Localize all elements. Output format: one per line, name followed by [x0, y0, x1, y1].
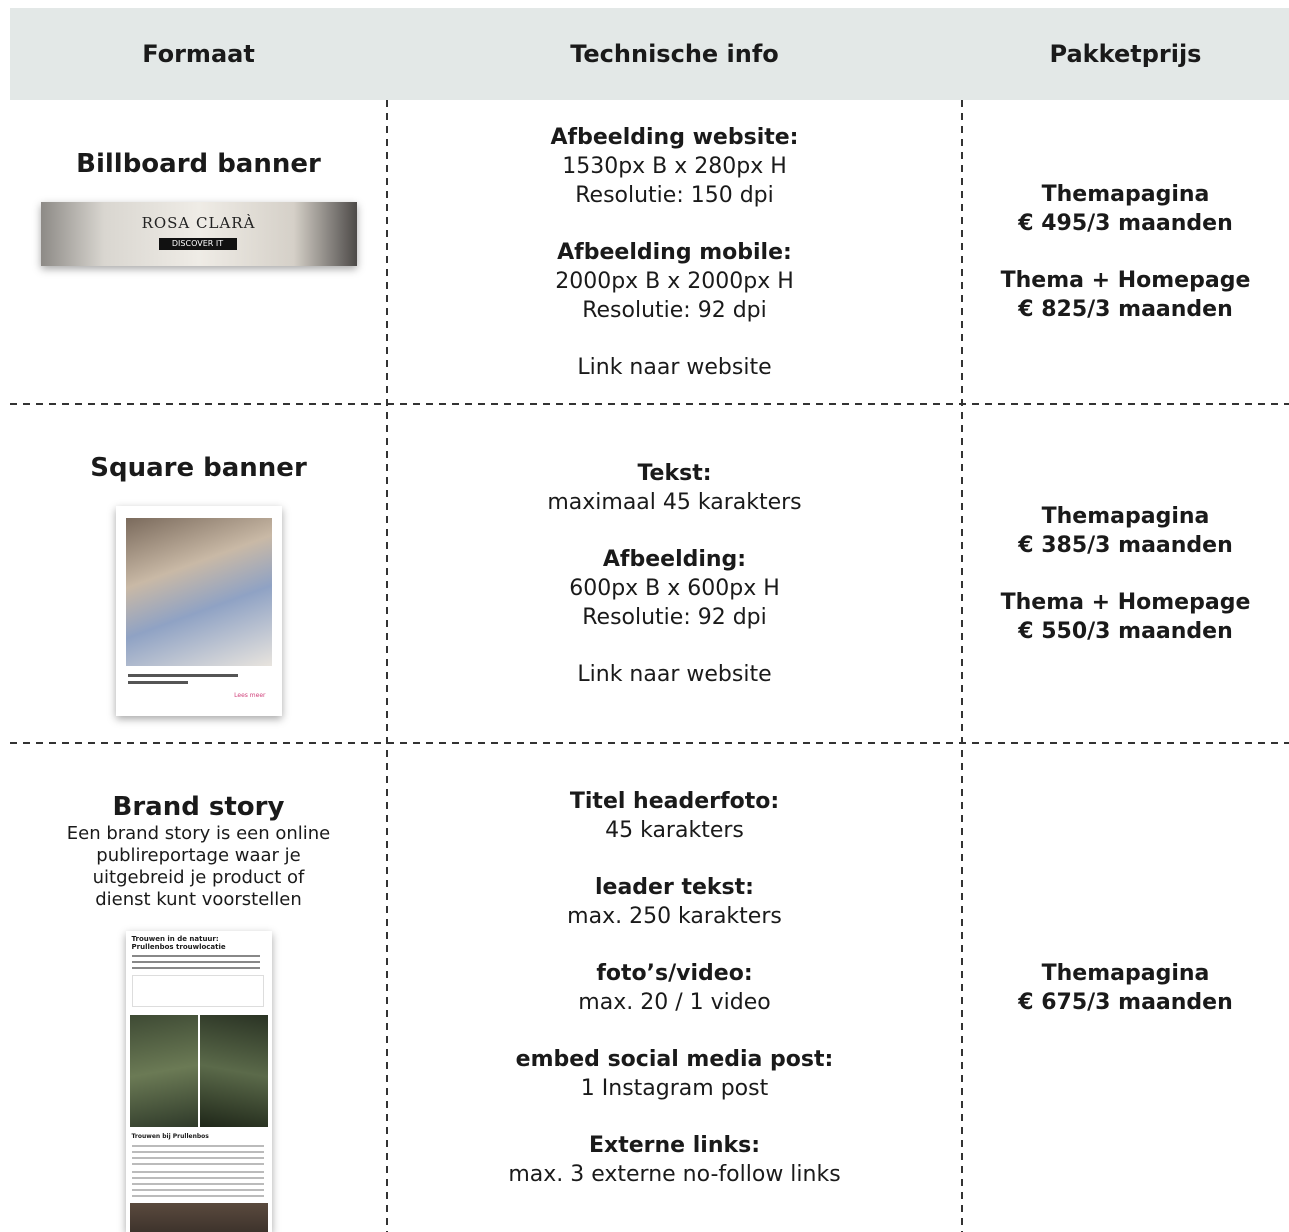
price-cell: Themapagina € 675/3 maanden — [962, 743, 1289, 1232]
info-group: Link naar website — [577, 660, 771, 689]
text-line — [131, 1151, 264, 1153]
text-line — [131, 961, 260, 963]
info-line: max. 20 / 1 video — [578, 989, 771, 1015]
info-group: Afbeelding: 600px B x 600px H Resolutie: 9… — [569, 545, 780, 632]
link-text: Link naar website — [577, 661, 772, 687]
info-group: foto’s/video: max. 20 / 1 video — [578, 959, 770, 1017]
info-label: Externe links: — [588, 1132, 760, 1158]
price-name: Themapagina — [1041, 182, 1210, 207]
info-group: Afbeelding website: 1530px B x 280px H Res… — [551, 123, 799, 210]
price-amount: € 825/3 maanden — [1018, 297, 1233, 322]
caption-line — [127, 674, 238, 677]
price-group: Themapagina € 385/3 maanden — [1018, 502, 1233, 560]
image-text: Trouwen in de natuur: Prullenbos trouwlo… — [131, 935, 226, 951]
price-group: Themapagina € 495/3 maanden — [1018, 180, 1233, 238]
info-label: foto’s/video: — [596, 960, 753, 986]
info-group: leader tekst: max. 250 karakters — [567, 873, 782, 931]
info-line: 45 karakters — [605, 817, 744, 843]
text-line — [131, 1183, 264, 1185]
image-text: Lees meer — [234, 692, 266, 699]
price-name: Thema + Homepage — [1000, 589, 1251, 615]
photo — [125, 518, 272, 666]
format-title: Billboard banner — [76, 149, 321, 179]
text-line — [131, 1171, 264, 1173]
text-line — [131, 1189, 264, 1191]
text-line — [131, 1157, 264, 1159]
toc-box — [131, 975, 264, 1007]
photo — [199, 1015, 268, 1127]
info-cell: Tekst: maximaal 45 karakters Afbeelding: 60… — [387, 404, 962, 743]
info-label: Afbeelding mobile: — [557, 239, 792, 265]
price-group: Thema + Homepage € 550/3 maanden — [1001, 588, 1251, 646]
price-amount: € 385/3 maanden — [1018, 532, 1233, 558]
brand-story-image: Trouwen in de natuur: Prullenbos trouwlo… — [125, 931, 272, 1232]
info-line: Resolutie: 92 dpi — [582, 604, 767, 630]
format-cell: Billboard banner ROSA CLARÀ DISCOVER IT — [10, 100, 387, 404]
text-line — [131, 1177, 264, 1179]
text-line — [131, 967, 260, 969]
price-cell: Themapagina € 385/3 maanden Thema + Homepa… — [962, 404, 1289, 743]
photo — [129, 1015, 198, 1127]
info-cell: Afbeelding website: 1530px B x 280px H Res… — [387, 100, 962, 404]
info-line: 600px B x 600px H — [569, 575, 780, 601]
info-group: Tekst: maximaal 45 karakters — [547, 459, 801, 517]
info-label: Afbeelding website: — [550, 124, 799, 150]
info-label: embed social media post: — [515, 1046, 834, 1072]
column-header: Pakketprijs — [1049, 40, 1202, 68]
link-text: Link naar website — [577, 354, 772, 380]
format-title: Brand story — [112, 792, 285, 822]
text-line — [131, 955, 260, 957]
info-group: Link naar website — [577, 353, 771, 382]
price-name: Thema + Homepage — [1000, 268, 1251, 293]
info-line: maximaal 45 karakters — [547, 489, 802, 515]
price-amount: € 550/3 maanden — [1018, 618, 1233, 644]
column-header: Technische info — [570, 40, 779, 68]
text-line — [131, 1163, 264, 1165]
price-group: Themapagina € 675/3 maanden — [1018, 959, 1233, 1017]
info-line: max. 250 karakters — [567, 903, 782, 929]
header-band — [10, 8, 1289, 100]
info-label: Titel headerfoto: — [569, 788, 780, 814]
price-name: Themapagina — [1041, 503, 1210, 529]
info-label: Tekst: — [637, 460, 712, 486]
image-text: Trouwen bij Prullenbos — [131, 1133, 209, 1140]
info-line: 1530px B x 280px H — [562, 153, 787, 179]
info-line: Resolutie: 92 dpi — [582, 297, 767, 323]
photo — [129, 1203, 268, 1232]
format-cell: Brand story Een brand story is een online… — [10, 743, 387, 1232]
price-cell: Themapagina € 495/3 maanden Thema + Homepa… — [962, 100, 1289, 404]
column-header: Formaat — [142, 40, 255, 68]
price-amount: € 495/3 maanden — [1018, 211, 1233, 236]
price-amount: € 675/3 maanden — [1018, 989, 1233, 1015]
info-group: Titel headerfoto: 45 karakters — [570, 787, 779, 845]
info-label: Afbeelding: — [602, 546, 747, 572]
info-line: 1 Instagram post — [580, 1075, 769, 1101]
price-group: Thema + Homepage € 825/3 maanden — [1001, 266, 1251, 324]
info-line: 2000px B x 2000px H — [555, 268, 794, 294]
info-line: Resolutie: 150 dpi — [575, 182, 774, 208]
image-button: DISCOVER IT — [158, 238, 237, 250]
billboard-image: ROSA CLARÀ DISCOVER IT — [40, 202, 357, 266]
info-group: Externe links: max. 3 externe no-follow l… — [508, 1131, 840, 1189]
square-image: Lees meer — [115, 506, 282, 716]
info-label: leader tekst: — [595, 874, 754, 900]
format-cell: Square banner Lees meer — [10, 404, 387, 743]
format-title: Square banner — [90, 453, 307, 483]
text-line — [131, 1195, 264, 1197]
info-group: embed social media post: 1 Instagram post — [516, 1045, 834, 1103]
price-name: Themapagina — [1041, 960, 1210, 986]
image-text: ROSA CLARÀ — [141, 214, 256, 232]
format-description: Een brand story is een online publirepor… — [66, 823, 331, 910]
info-group: Afbeelding mobile: 2000px B x 2000px H Res… — [555, 238, 794, 325]
info-line: max. 3 externe no-follow links — [508, 1161, 841, 1187]
caption-line — [127, 681, 188, 684]
info-cell: Titel headerfoto: 45 karakters leader teks… — [387, 743, 962, 1232]
text-line — [131, 1145, 264, 1147]
